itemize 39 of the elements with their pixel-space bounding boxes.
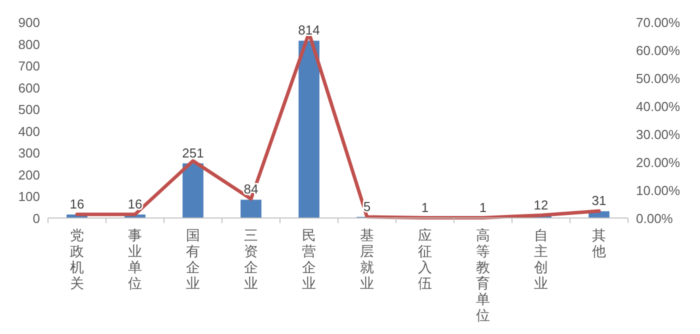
data-label: 12: [534, 197, 548, 212]
y2-tick-label: 70.00%: [636, 15, 681, 30]
y-tick-label: 500: [18, 102, 40, 118]
y-tick-label: 0: [32, 211, 40, 226]
x-tick-label: 民营企业: [302, 227, 316, 291]
y2-tick-label: 30.00%: [636, 127, 681, 142]
x-tick-label: 高等教育单位: [476, 227, 490, 323]
data-label: 251: [182, 145, 204, 160]
data-label: 16: [70, 196, 84, 212]
bar: [298, 40, 320, 218]
data-label: 31: [592, 193, 606, 208]
y-tick-label: 100: [18, 189, 40, 204]
y2-tick-label: 10.00%: [636, 183, 681, 198]
y2-tick-label: 40.00%: [636, 99, 681, 114]
bar: [182, 163, 204, 218]
bar: [240, 200, 262, 218]
y2-tick-label: 50.00%: [636, 71, 681, 86]
x-tick-label: 三资企业: [244, 227, 258, 291]
data-label: 16: [128, 196, 142, 212]
data-label: 1: [421, 200, 429, 215]
x-tick-label: 其他: [592, 227, 606, 259]
y2-tick-label: 20.00%: [636, 155, 681, 170]
y-tick-label: 400: [18, 124, 40, 139]
data-label: 1: [479, 200, 487, 215]
data-label: 814: [298, 22, 320, 38]
x-tick-label: 国有企业: [186, 227, 200, 291]
y-tick-label: 700: [18, 58, 40, 74]
y-tick-label: 600: [18, 80, 40, 96]
x-tick-label: 事业单位: [128, 227, 142, 291]
y-tick-label: 300: [18, 146, 40, 161]
y2-tick-label: 60.00%: [636, 43, 681, 58]
x-tick-label: 自主创业: [534, 227, 548, 291]
y-tick-label: 200: [18, 167, 40, 182]
x-tick-label: 应征入伍: [418, 227, 432, 291]
y-tick-label: 900: [18, 15, 40, 30]
x-tick-label: 党政机关: [70, 227, 84, 291]
y2-tick-label: 0.00%: [636, 211, 674, 226]
x-tick-label: 基层就业: [360, 227, 374, 291]
y-tick-label: 800: [18, 36, 40, 52]
